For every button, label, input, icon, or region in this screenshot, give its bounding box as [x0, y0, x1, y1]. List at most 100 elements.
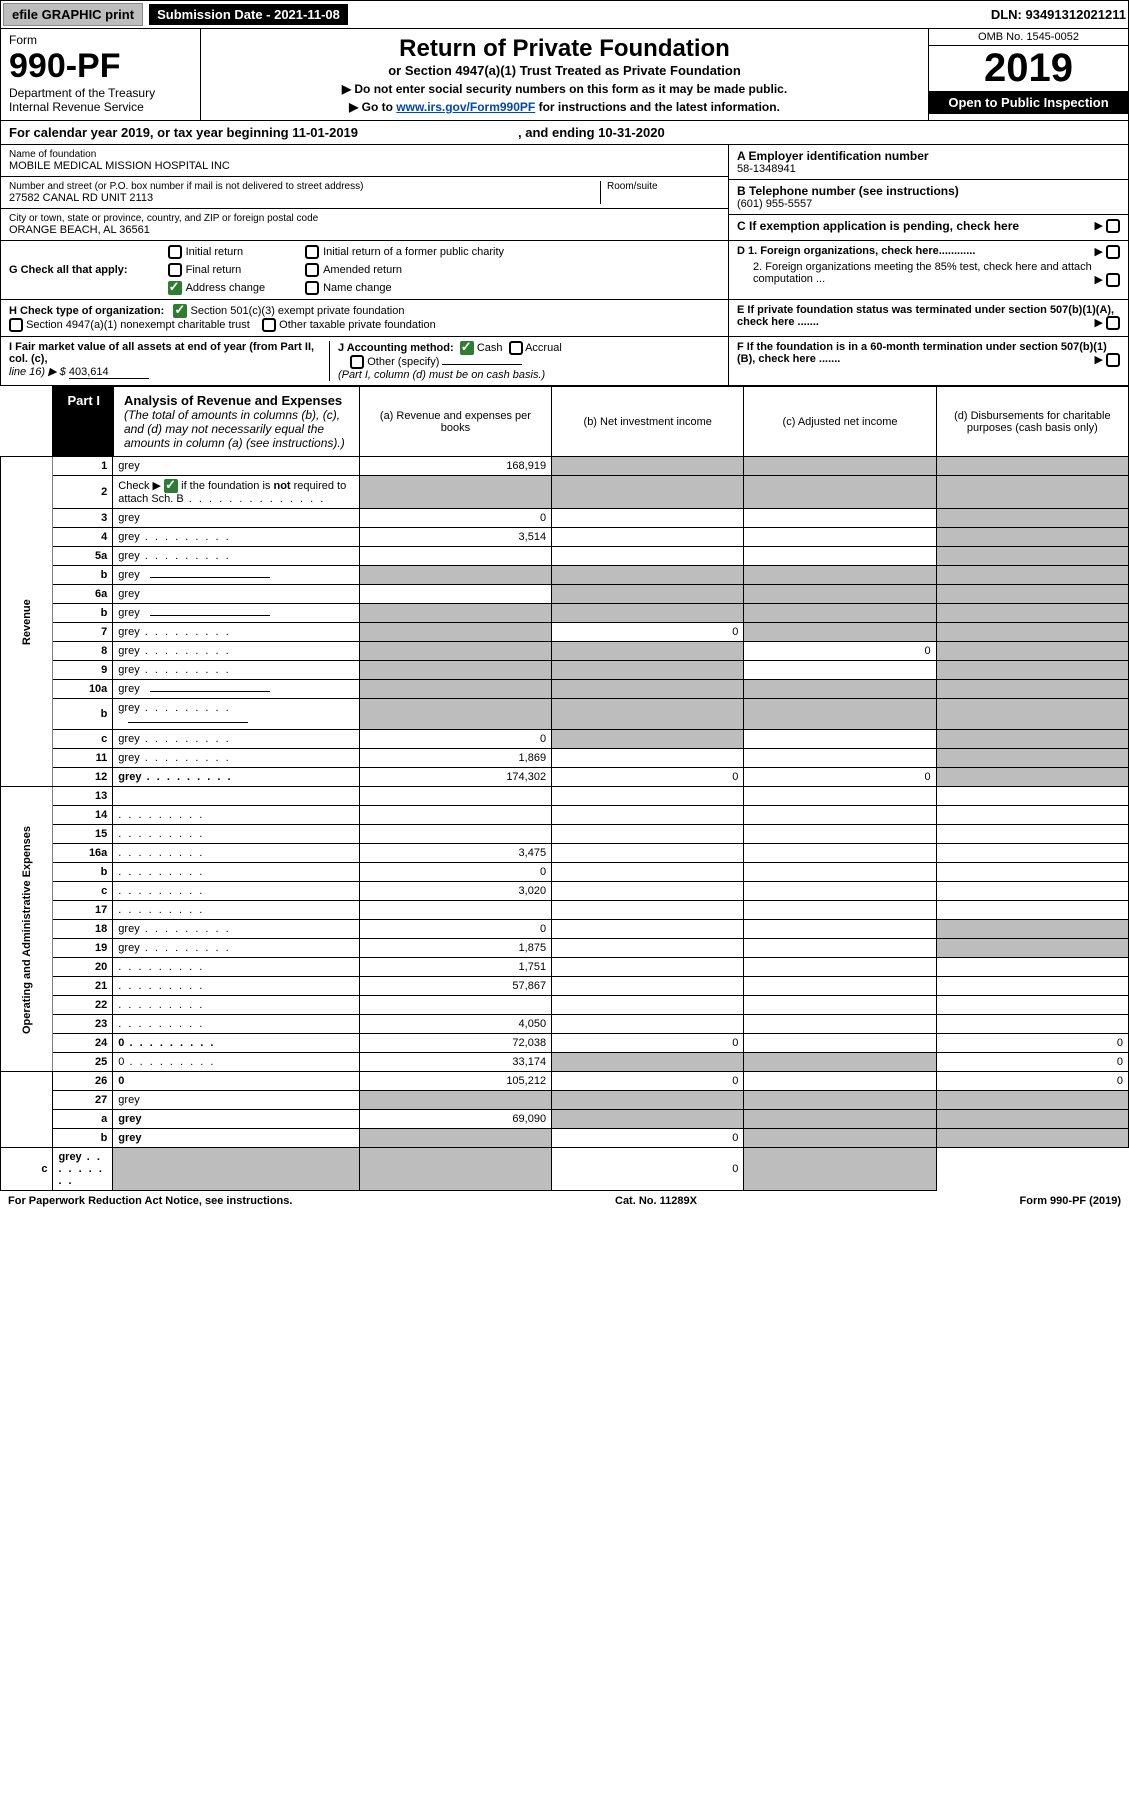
g-item: Initial return of a former public charit…: [323, 246, 504, 258]
h2-checkbox[interactable]: [9, 318, 23, 332]
footer-mid: Cat. No. 11289X: [615, 1195, 697, 1207]
dept-line2: Internal Revenue Service: [9, 100, 192, 114]
header-right: OMB No. 1545-0052 2019 Open to Public In…: [928, 29, 1128, 120]
table-row: 18grey0: [1, 920, 1129, 939]
j-cash: Cash: [477, 342, 503, 354]
j-label: J Accounting method:: [338, 342, 454, 354]
h1-checkbox[interactable]: [173, 304, 187, 318]
g-address-change-checkbox[interactable]: [168, 281, 182, 295]
row-number: 5a: [53, 547, 113, 566]
table-row: cgrey0: [1, 1148, 1129, 1191]
row-description: [113, 882, 359, 901]
e-checkbox[interactable]: [1106, 316, 1120, 330]
col-b-header: (b) Net investment income: [552, 387, 744, 457]
side-label-expenses: Operating and Administrative Expenses: [1, 787, 53, 1072]
ein-value: 58-1348941: [737, 163, 1120, 175]
table-row: 14: [1, 806, 1129, 825]
h1-text: Section 501(c)(3) exempt private foundat…: [190, 305, 404, 317]
row-description: grey: [113, 661, 359, 680]
h-section: H Check type of organization: Section 50…: [1, 300, 728, 336]
ein-cell: A Employer identification number 58-1348…: [729, 145, 1128, 180]
top-bar: efile GRAPHIC print Submission Date - 20…: [0, 0, 1129, 29]
j-accrual-checkbox[interactable]: [509, 341, 523, 355]
g-d-row: G Check all that apply: Initial return F…: [0, 241, 1129, 300]
row-description: grey: [113, 604, 359, 623]
city-label: City or town, state or province, country…: [9, 213, 720, 224]
row-number: 26: [53, 1072, 113, 1091]
g-name-change-checkbox[interactable]: [305, 281, 319, 295]
room-label: Room/suite: [607, 181, 720, 192]
row-description: 0: [113, 1053, 359, 1072]
d-section: D 1. Foreign organizations, check here..…: [728, 241, 1128, 299]
table-row: 19grey1,875: [1, 939, 1129, 958]
h3-checkbox[interactable]: [262, 318, 276, 332]
row-number: 25: [53, 1053, 113, 1072]
info-right: A Employer identification number 58-1348…: [728, 145, 1128, 240]
row-description: grey: [113, 939, 359, 958]
j-other-checkbox[interactable]: [350, 355, 364, 369]
row-number: c: [53, 882, 113, 901]
g-label: G Check all that apply:: [9, 264, 128, 276]
table-row: cgrey0: [1, 730, 1129, 749]
row-number: 22: [53, 996, 113, 1015]
j-cash-checkbox[interactable]: [460, 341, 474, 355]
table-row: bgrey0: [1, 1129, 1129, 1148]
tel-label: B Telephone number (see instructions): [737, 184, 1120, 198]
g-final-return-checkbox[interactable]: [168, 263, 182, 277]
table-row: c3,020: [1, 882, 1129, 901]
row-description: grey: [113, 547, 359, 566]
row-number: b: [53, 699, 113, 730]
table-row: 201,751: [1, 958, 1129, 977]
city-cell: City or town, state or province, country…: [1, 209, 728, 240]
addr-label: Number and street (or P.O. box number if…: [9, 181, 600, 192]
f-checkbox[interactable]: [1106, 353, 1120, 367]
efile-button[interactable]: efile GRAPHIC print: [3, 3, 143, 26]
g-amended-checkbox[interactable]: [305, 263, 319, 277]
row-number: b: [53, 566, 113, 585]
g-item: Final return: [186, 264, 242, 276]
i-j-f-row: I Fair market value of all assets at end…: [0, 337, 1129, 386]
cal-begin: For calendar year 2019, or tax year begi…: [9, 125, 358, 140]
table-row: b0: [1, 863, 1129, 882]
row-number: 9: [53, 661, 113, 680]
i-value: 403,614: [69, 366, 149, 379]
header-center: Return of Private Foundation or Section …: [201, 29, 928, 120]
h2-text: Section 4947(a)(1) nonexempt charitable …: [26, 319, 250, 331]
name-label: Name of foundation: [9, 149, 720, 160]
i-j-section: I Fair market value of all assets at end…: [1, 337, 728, 385]
table-row: 25033,1740: [1, 1053, 1129, 1072]
header-left: Form 990-PF Department of the Treasury I…: [1, 29, 201, 120]
g-item: Amended return: [323, 264, 402, 276]
row-number: 10a: [53, 680, 113, 699]
table-row: 3grey0: [1, 509, 1129, 528]
table-row: 10agrey: [1, 680, 1129, 699]
row-number: 24: [53, 1034, 113, 1053]
d2-checkbox[interactable]: [1106, 273, 1120, 287]
g-initial-former-checkbox[interactable]: [305, 245, 319, 259]
address-cell: Number and street (or P.O. box number if…: [1, 177, 728, 209]
row-description: [113, 977, 359, 996]
row-description: grey: [113, 1091, 359, 1110]
form-label: Form: [9, 33, 192, 47]
d1-checkbox[interactable]: [1106, 245, 1120, 259]
row-description: grey: [113, 730, 359, 749]
footer-left: For Paperwork Reduction Act Notice, see …: [8, 1195, 292, 1207]
row-description: grey: [113, 768, 359, 787]
j-accrual: Accrual: [525, 342, 562, 354]
g-initial-return-checkbox[interactable]: [168, 245, 182, 259]
footer-right: Form 990-PF (2019): [1020, 1195, 1121, 1207]
row-number: 4: [53, 528, 113, 547]
instructions-link[interactable]: www.irs.gov/Form990PF: [396, 100, 535, 114]
c-checkbox[interactable]: [1106, 219, 1120, 233]
schb-checkbox[interactable]: [164, 479, 178, 493]
row-number: 13: [53, 787, 113, 806]
row-number: a: [53, 1110, 113, 1129]
ein-label: A Employer identification number: [737, 149, 1120, 163]
f-label: F If the foundation is in a 60-month ter…: [737, 341, 1107, 365]
g-item: Address change: [186, 282, 266, 294]
e-section: E If private foundation status was termi…: [728, 300, 1128, 336]
part1-table: Part I Analysis of Revenue and Expenses …: [0, 386, 1129, 1191]
table-row: 2Check ▶ if the foundation is not requir…: [1, 476, 1129, 509]
table-row: 12grey174,30200: [1, 768, 1129, 787]
row-number: 8: [53, 642, 113, 661]
